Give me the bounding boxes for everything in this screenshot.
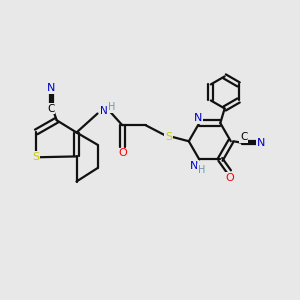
Text: S: S xyxy=(165,132,172,142)
Text: N: N xyxy=(257,138,266,148)
Text: S: S xyxy=(32,152,39,162)
Text: H: H xyxy=(108,102,116,112)
Text: C: C xyxy=(47,103,55,114)
Text: N: N xyxy=(47,83,56,93)
Text: N: N xyxy=(100,106,108,116)
Text: C: C xyxy=(240,133,247,142)
Text: O: O xyxy=(225,172,234,182)
Text: O: O xyxy=(118,148,127,158)
Text: N: N xyxy=(190,161,198,171)
Text: H: H xyxy=(198,165,205,175)
Text: N: N xyxy=(194,113,202,123)
